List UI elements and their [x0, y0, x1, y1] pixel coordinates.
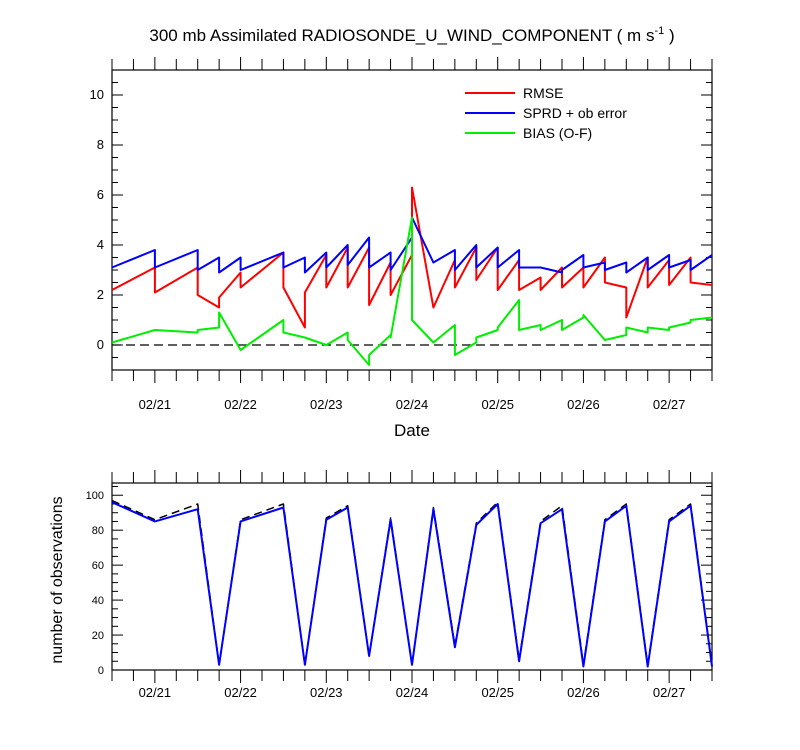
- bottom-x-tick-label: 02/23: [310, 685, 343, 700]
- bottom-x-tick-label: 02/21: [139, 685, 172, 700]
- top-y-tick-label: 4: [97, 237, 104, 252]
- top-y-tick-label: 6: [97, 187, 104, 202]
- top-x-tick-label: 02/26: [567, 397, 600, 412]
- bottom-plot-frame: [111, 482, 713, 671]
- legend-label: RMSE: [523, 85, 563, 101]
- top-y-tick-label: 10: [90, 87, 104, 102]
- top-series-sprd-ob-error: [111, 216, 713, 274]
- bottom-y-tick-label: 100: [86, 490, 104, 502]
- top-x-tick-label: 02/24: [396, 397, 429, 412]
- bottom-y-tick-label: 80: [92, 525, 104, 537]
- y-axis-label-observations: number of observations: [49, 496, 66, 663]
- legend: RMSE SPRD + ob error BIAS (O-F): [465, 85, 627, 141]
- top-x-tick-label: 02/25: [481, 397, 514, 412]
- bottom-series-possible-observations: [111, 499, 713, 666]
- top-x-tick-label: 02/23: [310, 397, 343, 412]
- chart-title-exponent: -1: [654, 25, 664, 37]
- bottom-y-tick-label: 60: [92, 560, 104, 572]
- chart-title-suffix: ): [664, 26, 674, 45]
- bottom-x-tick-label: 02/26: [567, 685, 600, 700]
- bottom-y-tick-label: 20: [92, 630, 104, 642]
- bottom-panel: 0 20 40 60 80 100 02/21 02/22 02/23 02/24 02/25 02…: [49, 470, 713, 700]
- top-y-tick-label: 2: [97, 287, 104, 302]
- top-y-tick-label: 8: [97, 137, 104, 152]
- chart-title: 300 mb Assimilated RADIOSONDE_U_WIND_COM…: [149, 25, 674, 45]
- x-axis-label: Date: [394, 421, 430, 440]
- legend-label: BIAS (O-F): [523, 125, 592, 141]
- top-x-tick-label: 02/27: [653, 397, 686, 412]
- top-panel: 0 2 4 6 8 10 02/21 02/22 02/23 02/24 02/25 02/26 02…: [90, 57, 713, 440]
- bottom-x-tick-label: 02/22: [224, 685, 257, 700]
- legend-label: SPRD + ob error: [523, 105, 627, 121]
- bottom-y-tick-label: 40: [92, 595, 104, 607]
- top-x-tick-label: 02/21: [139, 397, 172, 412]
- bottom-series-assimilated-observations: [111, 501, 713, 668]
- top-series-bias-o-f: [111, 216, 713, 366]
- bottom-x-tick-label: 02/24: [396, 685, 429, 700]
- chart-title-text: 300 mb Assimilated RADIOSONDE_U_WIND_COM…: [149, 26, 654, 45]
- bottom-y-tick-label: 0: [98, 665, 104, 677]
- top-y-tick-label: 0: [97, 337, 104, 352]
- bottom-x-tick-label: 02/25: [481, 685, 514, 700]
- bottom-x-tick-label: 02/27: [653, 685, 686, 700]
- top-x-tick-label: 02/22: [224, 397, 257, 412]
